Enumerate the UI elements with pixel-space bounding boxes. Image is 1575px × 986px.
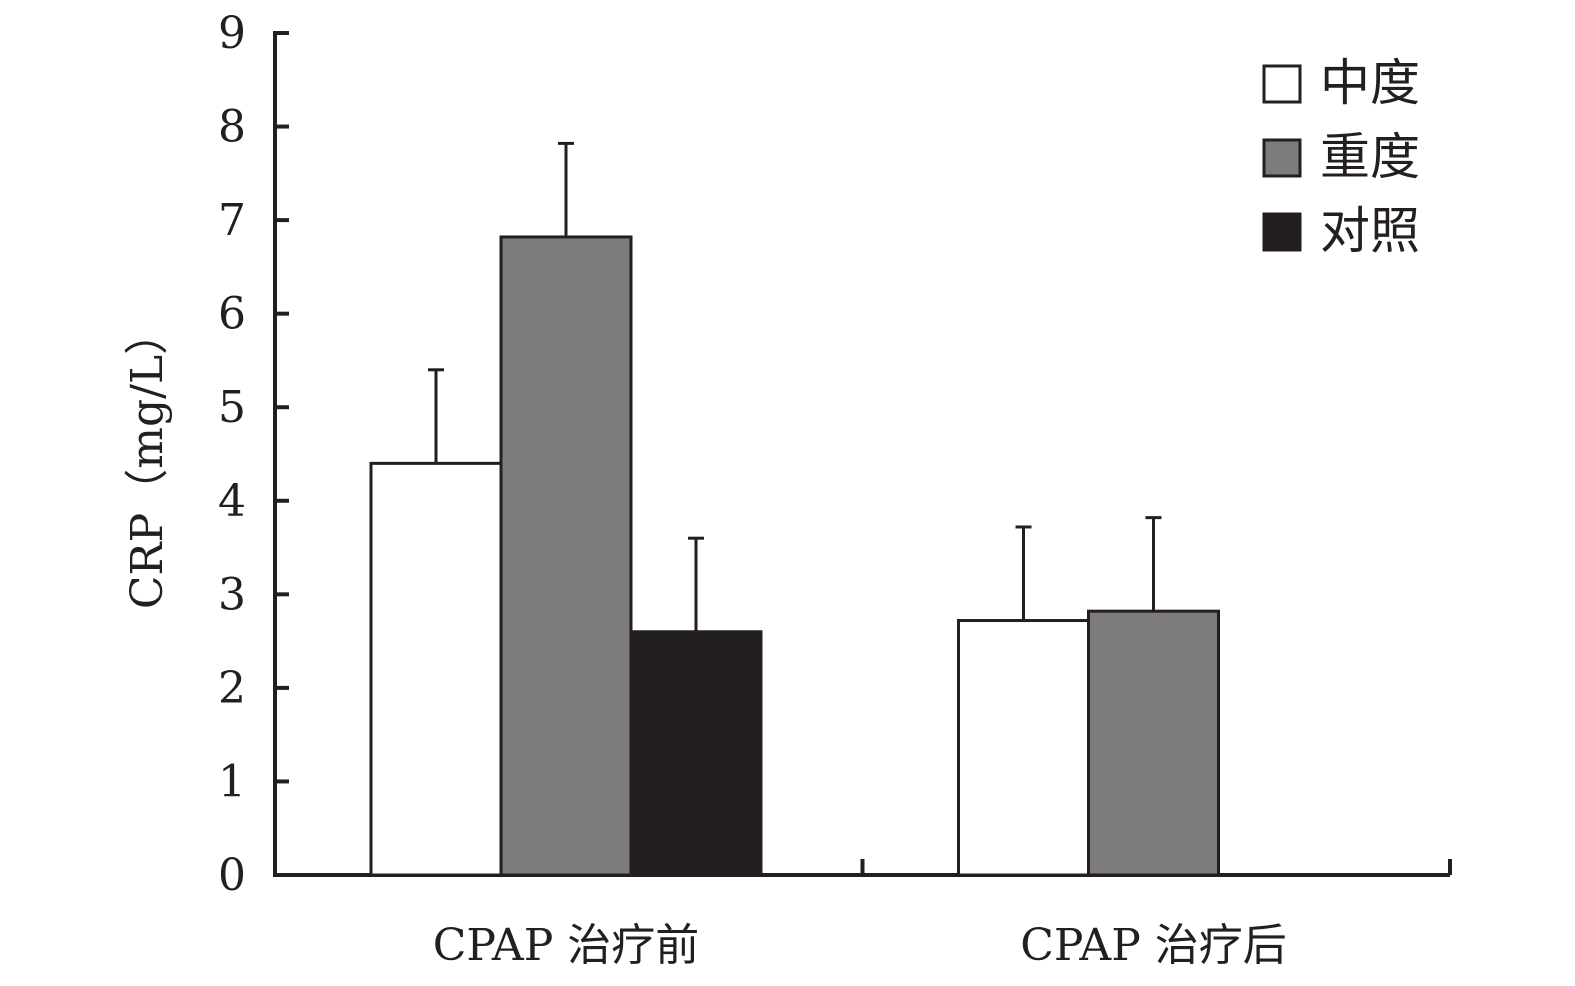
category-labels: CPAP 治疗前 CPAP 治疗后	[433, 920, 1287, 971]
y-tick-label: 1	[218, 756, 246, 807]
category-label: CPAP 治疗前	[433, 920, 700, 971]
y-axis-title: CRP（mg/L）	[122, 311, 173, 609]
y-tick-label: 7	[218, 195, 246, 246]
bar	[499, 235, 633, 877]
bar	[629, 630, 763, 877]
bar	[369, 461, 503, 877]
bar	[957, 619, 1090, 877]
y-tick-label: 4	[218, 476, 246, 527]
y-tick-label: 9	[218, 8, 246, 59]
legend-label: 中度	[1320, 54, 1420, 112]
legend-label: 重度	[1320, 128, 1420, 186]
error-bars	[428, 141, 1162, 632]
y-tick-label: 5	[218, 382, 246, 433]
category-label: CPAP 治疗后	[1020, 920, 1287, 971]
legend-swatch	[1262, 138, 1302, 178]
legend-swatch	[1262, 212, 1302, 252]
y-tick-label: 3	[218, 569, 246, 620]
bars	[369, 235, 1220, 877]
legend-label: 对照	[1320, 202, 1420, 260]
y-tick-labels: 0 1 2 3 4 5 6 7 8 9	[218, 8, 246, 901]
y-tick-label: 2	[218, 663, 246, 714]
legend-swatch	[1262, 64, 1302, 104]
y-tick-label: 6	[218, 289, 246, 340]
bar	[1087, 609, 1220, 877]
y-tick-label: 8	[218, 102, 246, 153]
y-tick-label: 0	[218, 850, 246, 901]
